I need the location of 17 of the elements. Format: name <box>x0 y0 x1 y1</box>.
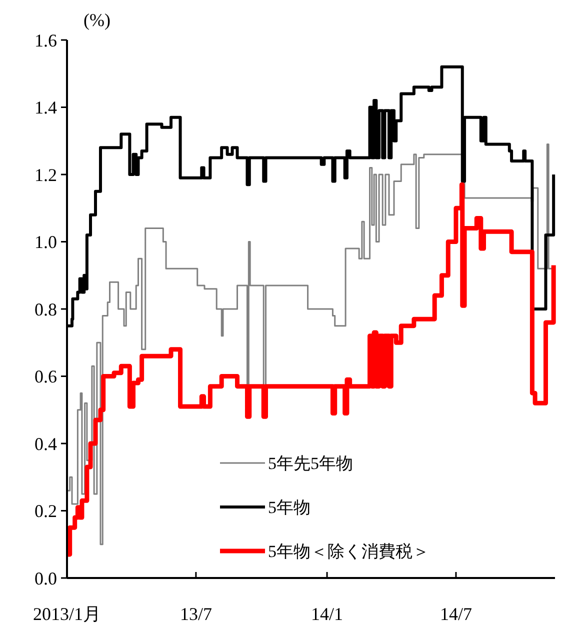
x-tick-label: 13/7 <box>180 604 212 624</box>
y-tick-label: 0.4 <box>34 434 57 454</box>
y-tick-label: 1.6 <box>34 30 57 50</box>
y-tick-label: 1.4 <box>34 98 57 118</box>
y-tick-label: 0.6 <box>34 366 57 387</box>
y-tick-label: 0.8 <box>34 299 57 320</box>
y-tick-label: 1.0 <box>34 232 57 252</box>
legend-label: 5年物 <box>268 498 310 517</box>
y-tick-label: 1.2 <box>34 164 57 185</box>
x-tick-label: 14/1 <box>311 604 344 624</box>
legend-label: 5年物＜除く消費税＞ <box>268 542 430 561</box>
y-tick-label: 0.0 <box>34 568 57 588</box>
y-axis-title: (%) <box>84 10 110 30</box>
x-tick-label: 2013/1月 <box>32 604 102 624</box>
x-tick-label: 14/7 <box>440 604 472 624</box>
legend-label: 5年先5年物 <box>268 454 353 473</box>
y-tick-label: 0.2 <box>34 501 57 522</box>
